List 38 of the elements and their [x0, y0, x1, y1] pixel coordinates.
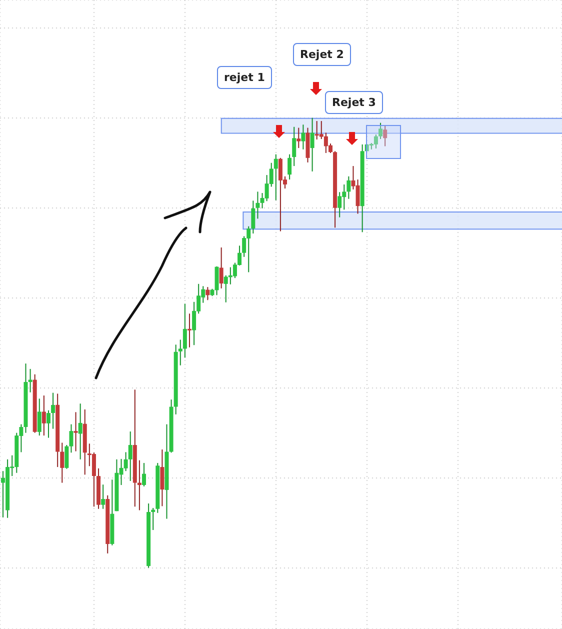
- candlestick: [92, 452, 96, 508]
- candlestick: [219, 246, 224, 289]
- candlestick: [128, 430, 132, 482]
- candlestick: [310, 117, 314, 172]
- text: Rejet 3: [325, 91, 383, 114]
- candlestick: [42, 394, 46, 436]
- candlestick: [374, 134, 378, 149]
- candlestick: [124, 452, 128, 472]
- candlestick: [160, 448, 164, 507]
- candlestick: [74, 412, 78, 452]
- candlestick: [51, 392, 56, 430]
- candlestick: [101, 484, 106, 510]
- candlestick: [301, 124, 306, 150]
- candlestick: [69, 424, 74, 454]
- candlestick: [338, 192, 342, 218]
- candlestick: [251, 200, 256, 234]
- candlestick: [178, 339, 182, 366]
- candlestick: [37, 398, 42, 436]
- candlestick: [60, 442, 64, 484]
- candlestick: [28, 368, 32, 393]
- candlestick: [182, 303, 187, 358]
- candlestick: [142, 462, 146, 487]
- candlestick: [187, 313, 192, 348]
- candlestick: [274, 154, 278, 201]
- candlestick: [64, 444, 69, 470]
- candlestick: [378, 122, 383, 140]
- candlestick: [296, 127, 301, 149]
- candlestick: [346, 176, 351, 200]
- candlestick: [256, 191, 260, 220]
- text: rejet 1: [217, 66, 272, 89]
- candlestick: [292, 126, 296, 167]
- candlestick: [214, 266, 219, 296]
- candlestick: [288, 154, 292, 180]
- candlestick: [206, 286, 210, 301]
- candlestick: [46, 410, 50, 438]
- candlestick: [78, 403, 82, 460]
- candlestick: [383, 125, 388, 147]
- text: Rejet 2: [293, 43, 351, 66]
